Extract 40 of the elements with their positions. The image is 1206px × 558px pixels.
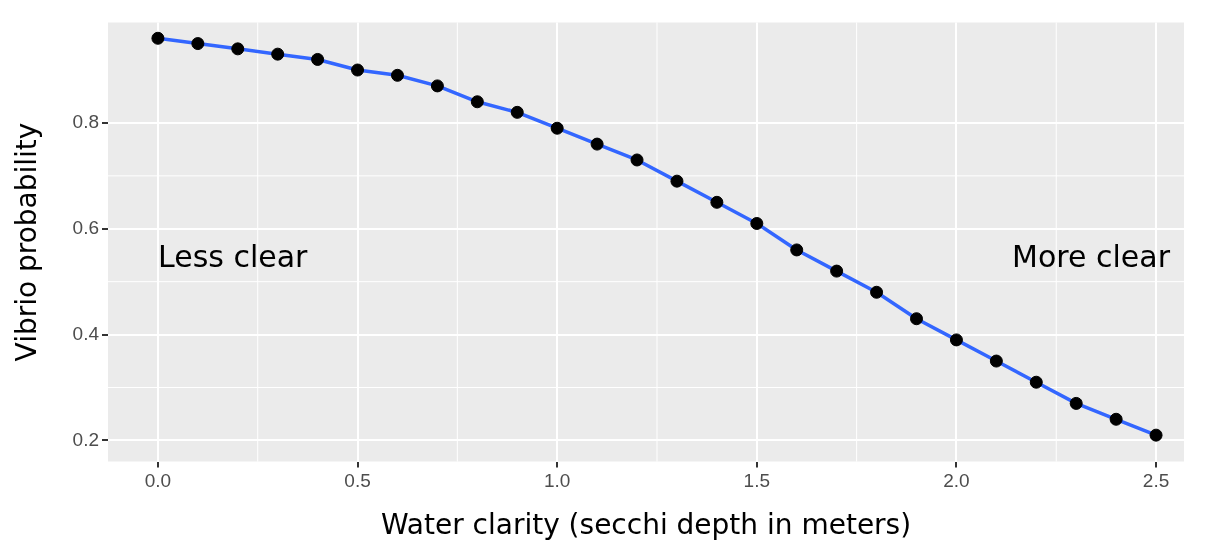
point bbox=[430, 79, 444, 93]
point bbox=[1149, 428, 1163, 442]
point bbox=[390, 68, 404, 82]
annotation: More clear bbox=[1012, 239, 1171, 275]
point bbox=[949, 333, 963, 347]
y-tick-label: 0.2 bbox=[72, 428, 100, 450]
x-tick-label: 0.5 bbox=[344, 470, 371, 492]
point bbox=[870, 285, 884, 299]
point bbox=[271, 47, 285, 61]
point bbox=[989, 354, 1003, 368]
y-tick-label: 0.6 bbox=[72, 217, 100, 239]
annotation: Less clear bbox=[158, 239, 309, 275]
point bbox=[351, 63, 365, 77]
point bbox=[910, 312, 923, 326]
y-axis-title: Vibrio probability bbox=[10, 122, 44, 362]
y-tick-label: 0.4 bbox=[72, 322, 100, 344]
point bbox=[151, 31, 165, 45]
x-tick-label: 1.0 bbox=[543, 470, 571, 492]
point bbox=[510, 105, 524, 119]
point bbox=[630, 153, 644, 167]
x-axis-title: Water clarity (secchi depth in meters) bbox=[380, 508, 912, 542]
point bbox=[830, 264, 844, 278]
point bbox=[550, 121, 564, 135]
point bbox=[1069, 396, 1083, 410]
point bbox=[1029, 375, 1043, 389]
point bbox=[311, 52, 325, 66]
y-tick-label: 0.8 bbox=[72, 111, 100, 133]
point bbox=[191, 37, 205, 51]
point bbox=[790, 243, 804, 257]
point bbox=[710, 195, 724, 209]
x-tick-label: 0.0 bbox=[144, 470, 172, 492]
x-tick-label: 2.0 bbox=[943, 470, 970, 492]
x-tick-label: 2.5 bbox=[1142, 470, 1170, 492]
point bbox=[1109, 412, 1123, 426]
point bbox=[470, 95, 484, 109]
x-tick-label: 1.5 bbox=[743, 470, 771, 492]
point bbox=[670, 174, 684, 188]
point bbox=[590, 137, 604, 151]
point bbox=[750, 216, 764, 230]
point bbox=[231, 42, 245, 56]
